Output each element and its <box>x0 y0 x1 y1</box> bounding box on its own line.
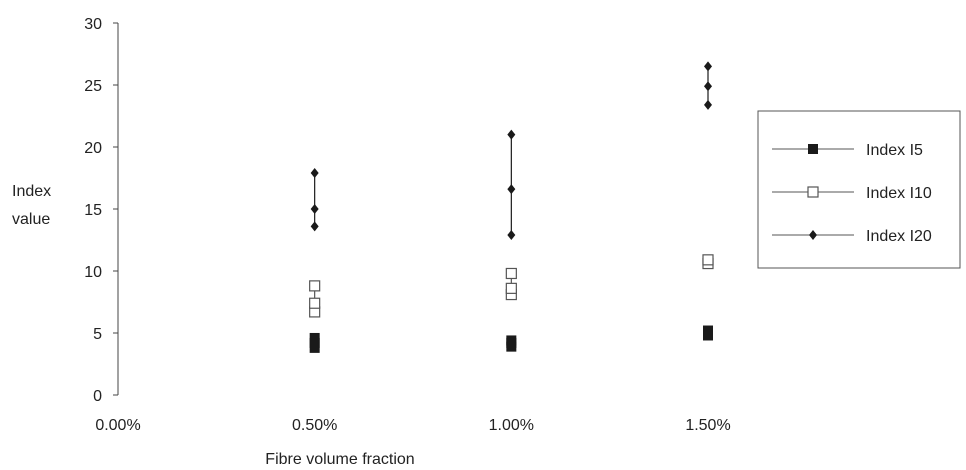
y-tick-label: 25 <box>84 78 102 95</box>
y-tick-label: 0 <box>93 388 102 405</box>
data-point <box>309 280 321 292</box>
y-tick-label: 10 <box>84 264 102 281</box>
data-point <box>704 81 712 92</box>
legend-label: Index I20 <box>866 228 932 245</box>
plot-area <box>309 61 714 353</box>
data-point <box>507 230 516 241</box>
series-index-i20 <box>310 61 712 241</box>
data-point <box>309 297 321 309</box>
legend-label: Index I5 <box>866 142 923 159</box>
data-point <box>702 254 714 266</box>
legend-marker <box>807 186 819 198</box>
data-point <box>506 335 517 346</box>
y-tick-label: 30 <box>84 16 102 33</box>
y-axis-title-line-1: Index <box>12 183 51 200</box>
legend-marker <box>808 144 818 154</box>
series-index-i10 <box>309 254 714 318</box>
legend-marker <box>809 230 817 240</box>
x-tick-label: 1.50% <box>685 417 730 434</box>
legend-label: Index I10 <box>866 185 932 202</box>
x-tick-label: 1.00% <box>489 417 534 434</box>
x-tick-label: 0.00% <box>95 417 140 434</box>
y-tick-label: 20 <box>84 140 102 157</box>
data-point <box>507 129 516 140</box>
y-tick-label: 5 <box>93 326 102 343</box>
data-point <box>310 204 319 214</box>
axes: 0 5 10 15 20 25 30 0.00% 0.50% 1.00% 1.50% <box>84 16 730 434</box>
data-point <box>505 267 517 280</box>
data-point <box>507 184 516 195</box>
data-point <box>704 99 712 110</box>
data-point <box>309 332 320 343</box>
data-point <box>310 168 319 179</box>
series-index-i5 <box>309 325 713 353</box>
legend-box <box>757 110 961 269</box>
data-point <box>703 325 713 336</box>
legend: Index I5 Index I10 Index I20 <box>757 110 961 269</box>
data-point <box>704 61 712 72</box>
y-axis-title-line-2: value <box>12 211 50 228</box>
y-ticks: 0 5 10 15 20 25 30 <box>84 16 118 405</box>
x-ticks: 0.00% 0.50% 1.00% 1.50% <box>95 417 730 434</box>
y-tick-label: 15 <box>84 202 102 219</box>
data-point <box>310 221 319 232</box>
x-axis-title: Fibre volume fraction <box>265 451 414 468</box>
x-tick-label: 0.50% <box>292 417 337 434</box>
data-point <box>505 282 517 294</box>
